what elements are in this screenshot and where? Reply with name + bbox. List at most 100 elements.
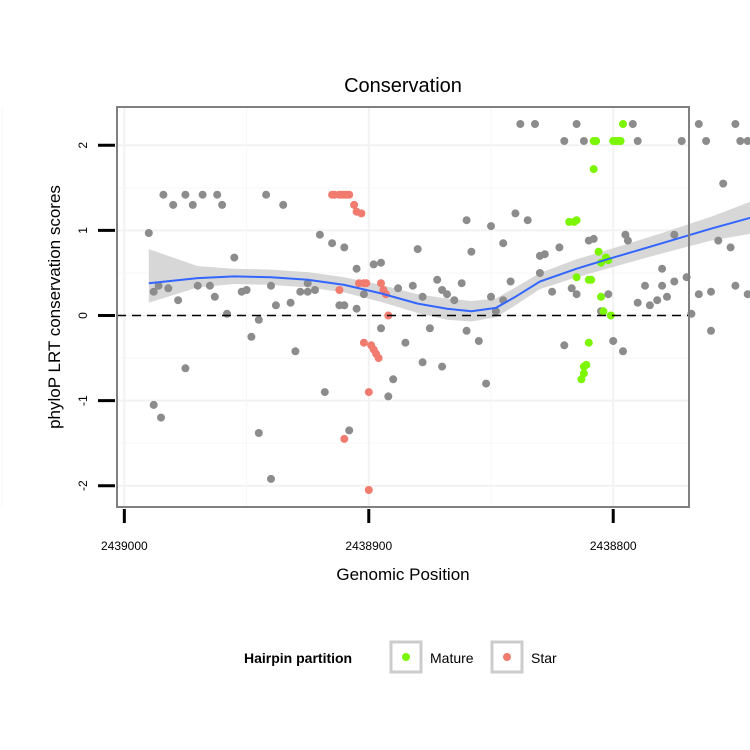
point-other [506, 277, 515, 286]
point-other [499, 239, 508, 248]
point-other [560, 341, 569, 350]
point-other [242, 286, 251, 294]
point-other [418, 292, 427, 301]
point-other [181, 364, 190, 373]
point-star [377, 279, 385, 288]
point-other [291, 347, 300, 356]
point-other [438, 286, 447, 294]
point-other [279, 200, 288, 209]
plot-border [116, 106, 690, 508]
point-mature [597, 292, 605, 301]
point-other [511, 209, 520, 218]
point-other [144, 229, 153, 237]
point-other [352, 264, 361, 273]
point-other [516, 120, 525, 128]
point-other [572, 290, 581, 299]
point-other [320, 388, 329, 397]
point-other [535, 251, 544, 260]
y-tick-label: -1 [76, 395, 90, 406]
point-mature [579, 362, 588, 371]
point-other [560, 137, 569, 145]
point-other [169, 200, 178, 209]
point-other [523, 216, 532, 225]
data-points [144, 120, 750, 494]
point-mature [572, 273, 581, 282]
confidence-ribbon [148, 201, 750, 322]
y-tick-label: 2 [76, 142, 90, 149]
point-other [645, 301, 654, 310]
point-other [535, 269, 544, 277]
point-other [491, 307, 500, 316]
point-other [262, 190, 271, 199]
point-other [670, 230, 679, 239]
point-other [462, 216, 471, 225]
point-other [230, 253, 239, 262]
y-axis: -2 -1 0 1 2 [76, 142, 115, 491]
point-other [743, 137, 750, 145]
y-tick-label: 0 [76, 312, 90, 319]
point-other [188, 200, 197, 209]
point-other [450, 296, 459, 305]
legend: Hairpin partition Mature Star [244, 640, 557, 674]
legend-title: Hairpin partition [244, 650, 352, 666]
y-tick-label: 1 [76, 227, 90, 234]
point-other [438, 362, 447, 371]
point-star [364, 486, 373, 494]
point-other [213, 190, 222, 199]
point-star [374, 354, 383, 363]
point-mature [584, 275, 593, 284]
point-mature [606, 311, 615, 320]
point-other [487, 292, 495, 301]
confidence-band [148, 201, 750, 322]
point-other [377, 324, 385, 333]
point-other [663, 292, 671, 301]
legend-dot-star [503, 653, 511, 661]
point-other [658, 264, 667, 273]
x-tick-label: 2438800 [590, 539, 637, 553]
point-mature [592, 137, 601, 145]
point-other [633, 298, 642, 307]
point-other [487, 222, 495, 231]
point-other [181, 190, 190, 199]
point-other [418, 358, 427, 367]
point-other [271, 301, 280, 310]
point-other [628, 120, 637, 128]
point-other [218, 200, 227, 209]
y-axis-title: phyloP LRT conservation scores [45, 185, 64, 429]
point-other [149, 287, 158, 296]
point-other [359, 290, 368, 299]
point-other [149, 400, 158, 409]
point-mature [616, 137, 625, 145]
point-other [633, 137, 642, 145]
x-axis-title: Genomic Position [336, 565, 469, 584]
point-other [482, 379, 491, 388]
point-star [364, 388, 373, 397]
legend-dot-mature [402, 653, 410, 661]
point-other [315, 230, 324, 239]
point-other [345, 426, 354, 435]
point-other [254, 429, 263, 437]
point-other [619, 347, 627, 356]
x-tick-label: 2438900 [345, 539, 392, 553]
point-mature [584, 338, 593, 347]
point-other [567, 284, 576, 293]
point-other [174, 296, 183, 305]
point-other [247, 332, 256, 341]
point-other [205, 281, 214, 290]
chart-title: Conservation [344, 75, 462, 97]
point-other [726, 243, 735, 252]
point-other [425, 324, 434, 333]
point-other [719, 179, 728, 188]
point-star [359, 338, 368, 347]
point-other [377, 258, 385, 267]
point-star [357, 209, 366, 218]
point-other [677, 137, 686, 145]
point-other [193, 281, 202, 290]
point-other [389, 375, 398, 384]
point-other [340, 301, 349, 310]
point-other [579, 137, 588, 145]
point-other [433, 275, 442, 284]
point-mature [572, 216, 581, 225]
point-other [384, 392, 393, 401]
